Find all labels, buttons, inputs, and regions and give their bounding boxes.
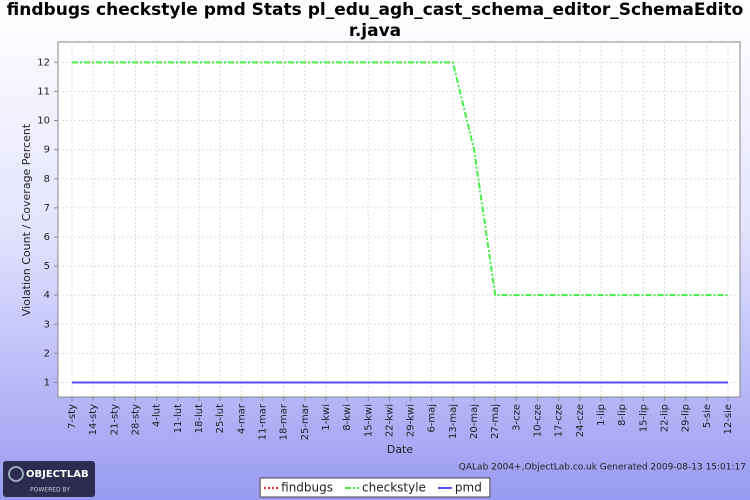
x-tick-label: 7-sty [67, 404, 78, 429]
y-tick-label: 7 [44, 203, 50, 214]
x-tick-label: 1-kwi [321, 404, 332, 431]
x-tick-label: 22-kwi [384, 404, 395, 437]
series-line [72, 61, 728, 297]
legend-box [259, 477, 491, 498]
legend-item: checkstyle [345, 481, 426, 495]
x-tick-label: 21-sty [109, 404, 120, 435]
x-tick-label: 4-mar [236, 403, 247, 434]
x-tick-label: 20-maj [469, 404, 480, 439]
x-tick-label: 28-sty [130, 404, 141, 435]
legend-item: pmd [437, 481, 482, 495]
x-tick-label: 18-mar [279, 403, 290, 440]
y-axis-label: Violation Count / Coverage Percent [20, 123, 33, 316]
legend: findbugs checkstyle pmd [259, 477, 491, 498]
x-tick-label: 14-sty [88, 404, 99, 435]
y-tick-label: 10 [37, 116, 50, 127]
footer: QALab 2004+,ObjectLab.co.uk Generated 20… [459, 463, 746, 473]
y-tick-label: 5 [44, 261, 50, 272]
logo: OBJECTLAB POWERED BY [3, 461, 95, 497]
logo-text: OBJECTLAB [26, 469, 89, 480]
x-tick-label: 8-kwi [342, 404, 353, 431]
x-tick-label: 3-cze [511, 404, 522, 431]
x-axis-label: Date [387, 443, 414, 456]
x-tick-label: 24-cze [575, 404, 586, 437]
x-tick-label: 8-lip [617, 404, 628, 426]
y-tick-label: 8 [44, 174, 50, 185]
y-tick-label: 12 [37, 57, 50, 68]
y-tick-label: 2 [44, 348, 50, 359]
x-tick-label: 5-sie [702, 404, 713, 428]
y-tick-label: 4 [44, 290, 50, 301]
logo-box [3, 461, 95, 497]
x-tick-label: 15-lip [638, 404, 649, 432]
x-tick-label: 25-lut [215, 404, 226, 433]
x-tick-label: 6-maj [427, 404, 438, 433]
x-tick-label: 29-kwi [406, 404, 417, 437]
x-tick-label: 11-lut [173, 404, 184, 433]
x-tick-label: 1-lip [596, 404, 607, 426]
y-tick-label: 9 [44, 145, 50, 156]
x-tick-label: 22-lip [660, 404, 671, 432]
y-tick-label: 11 [37, 86, 50, 97]
y-tick-label: 1 [44, 377, 50, 388]
logo-subtext: POWERED BY [30, 487, 70, 494]
x-tick-label: 12-sie [723, 404, 734, 434]
x-tick-label: 15-kwi [363, 404, 374, 437]
legend-item: findbugs [264, 481, 333, 495]
x-tick-label: 17-cze [554, 404, 565, 437]
legend-label: pmd [455, 481, 482, 495]
x-tick-label: 4-lut [152, 404, 163, 427]
chart-title: findbugs checkstyle pmd Stats pl_edu_agh… [6, 0, 744, 41]
x-tick-label: 18-lut [194, 404, 205, 433]
x-tick-label: 25-mar [300, 403, 311, 440]
legend-label: findbugs [281, 481, 333, 495]
x-tick-label: 27-maj [490, 404, 501, 439]
y-tick-label: 3 [44, 319, 50, 330]
plot-area [57, 41, 741, 398]
legend-label: checkstyle [362, 481, 426, 495]
logo-icon [8, 466, 24, 482]
y-tick-label: 6 [44, 232, 50, 243]
x-tick-label: 29-lip [681, 404, 692, 432]
x-tick-label: 13-maj [448, 404, 459, 439]
x-tick-label: 10-cze [533, 404, 544, 437]
x-tick-label: 11-mar [257, 403, 268, 440]
